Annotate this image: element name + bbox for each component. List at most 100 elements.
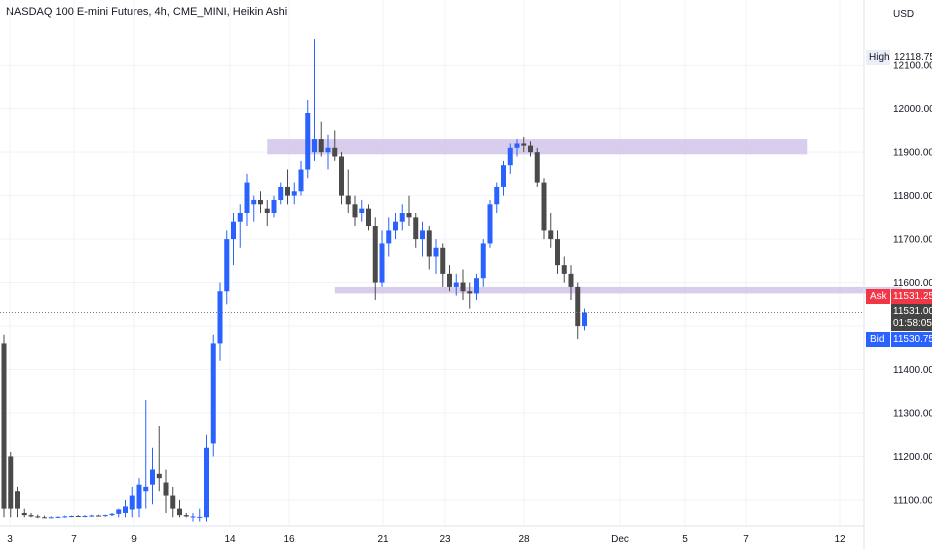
candle-body <box>62 516 68 518</box>
zones <box>267 139 902 294</box>
bar-countdown: 01:58:05 <box>891 316 932 331</box>
candle-body <box>285 186 290 196</box>
candle-body <box>339 156 344 196</box>
candle-body <box>156 473 162 479</box>
candle-body <box>447 273 452 287</box>
x-tick-label: 12 <box>834 534 846 545</box>
candle-body <box>123 506 128 513</box>
x-tick-label: 3 <box>7 534 13 545</box>
candle-body <box>271 199 277 214</box>
candle-body <box>258 199 263 205</box>
candle-body <box>96 515 101 517</box>
candle-body <box>231 221 236 240</box>
y-tick-label: 12100.00 <box>893 61 932 72</box>
y-tick-label: 11300.00 <box>893 408 932 419</box>
candle-body <box>82 516 88 518</box>
candle-body <box>244 182 250 214</box>
candle-body <box>312 139 317 153</box>
candle-body <box>15 491 20 509</box>
candle-body <box>420 230 425 240</box>
candle-body <box>48 517 54 519</box>
x-tick-label: 23 <box>439 534 451 545</box>
candle-body <box>190 516 196 518</box>
candle-body <box>278 186 284 200</box>
x-tick-label: Dec <box>611 534 629 545</box>
x-tick-label: 16 <box>283 534 295 545</box>
candles <box>1 39 587 522</box>
candle-body <box>163 482 169 496</box>
candle-body <box>55 516 61 518</box>
candle-body <box>224 239 230 292</box>
x-tick-label: 14 <box>224 534 236 545</box>
candle-body <box>42 517 47 519</box>
x-tick-label: 21 <box>377 534 389 545</box>
candle-body <box>379 243 385 283</box>
last-price-value: 11531.00 <box>891 304 932 319</box>
candle-body <box>264 208 270 214</box>
candle-body <box>352 204 358 218</box>
candle-body <box>399 213 405 222</box>
candle-body <box>35 516 41 518</box>
candle-body <box>494 186 500 205</box>
candle-body <box>109 513 115 516</box>
candle-body <box>393 221 398 231</box>
candle-body <box>1 343 7 509</box>
y-tick-label: 11200.00 <box>893 452 932 463</box>
ask-tag-value: 11531.25 <box>891 289 932 304</box>
y-tick-label: 11900.00 <box>893 148 932 159</box>
candle-body <box>251 199 257 205</box>
candle-body <box>514 143 520 148</box>
candle-body <box>291 191 297 196</box>
x-tick-label: 7 <box>71 534 77 545</box>
candle-body <box>406 213 412 218</box>
candle-body <box>136 484 142 509</box>
candle-body <box>204 447 209 518</box>
candle-body <box>433 247 439 257</box>
support-resistance-zone <box>334 286 902 294</box>
y-tick-label: 11800.00 <box>893 191 932 202</box>
candle-body <box>116 509 122 514</box>
candle-body <box>237 213 243 222</box>
x-tick-label: 9 <box>131 534 137 545</box>
candle-body <box>298 169 304 192</box>
y-tick-label: 11400.00 <box>893 365 932 376</box>
y-tick-label: 11700.00 <box>893 235 932 246</box>
candle-body <box>541 182 547 231</box>
candle-body <box>21 512 27 516</box>
candle-body <box>528 145 533 153</box>
chart-title: NASDAQ 100 E-mini Futures, 4h, CME_MINI,… <box>6 6 288 18</box>
high-tag-value: 12118.75 <box>894 52 932 63</box>
bid-tag-value: 11530.75 <box>891 332 932 347</box>
candle-body <box>150 469 155 485</box>
candle-body <box>69 516 74 518</box>
y-tick-label: 12000.00 <box>893 104 932 115</box>
candle-body <box>568 273 574 287</box>
candle-body <box>501 165 506 187</box>
candle-body <box>305 113 311 170</box>
candle-body <box>170 495 176 509</box>
candle-body <box>386 230 392 244</box>
time-axis[interactable]: 3 7 9 14 16 21 23 28 Dec 5 7 12 <box>7 534 846 545</box>
candle-body <box>183 515 189 517</box>
candle-body <box>487 204 493 244</box>
candle-body <box>453 282 459 287</box>
candle-body <box>440 247 446 274</box>
price-axis[interactable]: 11100.0011200.0011300.0011400.0011500.00… <box>893 61 932 507</box>
candle-body <box>548 230 554 240</box>
candle-body <box>474 278 479 294</box>
candle-body <box>507 147 513 166</box>
high-tag-label: High <box>866 50 890 65</box>
candle-body <box>325 147 331 153</box>
candle-body <box>129 495 135 510</box>
candle-body <box>575 286 581 327</box>
x-tick-label: 5 <box>682 534 688 545</box>
candle-body <box>28 515 34 517</box>
candle-body <box>534 152 540 183</box>
currency-label: USD <box>893 9 914 20</box>
bid-tag-label: Bid <box>866 332 890 347</box>
grid <box>0 0 864 526</box>
y-tick-label: 11100.00 <box>893 495 932 506</box>
candle-body <box>426 230 432 257</box>
x-tick-label: 7 <box>743 534 749 545</box>
